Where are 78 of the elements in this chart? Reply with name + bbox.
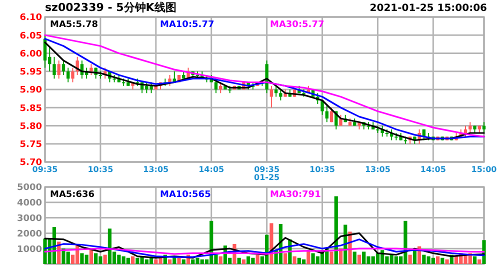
bar xyxy=(149,258,154,264)
candlestick xyxy=(168,74,172,86)
candlestick xyxy=(52,56,56,80)
bar xyxy=(256,254,260,264)
text: MA30:791 xyxy=(270,190,321,200)
line-series xyxy=(44,238,485,258)
candlestick xyxy=(71,67,74,83)
x-tick-label: 09:35 xyxy=(32,165,58,174)
bar xyxy=(472,256,477,264)
bar xyxy=(330,252,334,264)
bar xyxy=(131,256,135,264)
text: MA10:5.77 xyxy=(160,20,214,30)
y-tick-label: 5.95 xyxy=(20,68,42,78)
bar xyxy=(292,256,296,264)
bar xyxy=(436,256,440,264)
bar xyxy=(103,254,107,264)
candlestick xyxy=(464,125,468,138)
x-tick-label: 13:05 xyxy=(143,165,170,174)
bar xyxy=(440,258,444,264)
text: MA5:636 xyxy=(50,190,95,200)
x-tick-label: 13:05 xyxy=(364,165,391,174)
bar xyxy=(218,256,222,264)
y-tick-label: 6.00 xyxy=(20,49,42,60)
text: MA30:5.77 xyxy=(270,20,324,30)
bar xyxy=(357,254,362,264)
x-tick-label: 14:05 xyxy=(420,165,446,174)
bar xyxy=(412,250,416,264)
bar xyxy=(302,259,306,264)
bar xyxy=(126,258,130,264)
bar xyxy=(408,254,412,264)
bar xyxy=(182,259,186,264)
candlestick xyxy=(270,85,274,108)
y-tick-label: 5.75 xyxy=(20,140,42,150)
bar xyxy=(376,253,380,264)
y-tick-label: 5.90 xyxy=(20,86,42,96)
y-tick-label: 5.85 xyxy=(20,104,42,114)
bar xyxy=(168,259,172,264)
bar xyxy=(454,256,458,264)
candlestick xyxy=(274,85,278,98)
bar xyxy=(177,258,181,264)
x-tick-label: 15:00 xyxy=(471,165,498,174)
candlestick xyxy=(214,78,218,94)
bar xyxy=(242,259,246,264)
y-tick-label: 6.05 xyxy=(20,31,42,42)
candlestick xyxy=(320,100,324,116)
candlestick xyxy=(279,89,282,101)
bar xyxy=(334,196,338,264)
y-tick-label: 6.10 xyxy=(20,13,42,24)
candlestick xyxy=(330,107,334,123)
bar xyxy=(445,259,449,264)
y-tick-label: 3000 xyxy=(16,214,42,224)
candlestick xyxy=(325,104,328,123)
line-series xyxy=(44,232,485,259)
candlestick xyxy=(57,60,60,80)
y-tick-label: 5000 xyxy=(16,183,42,194)
candlestick xyxy=(90,64,93,76)
y-tick-label: 2000 xyxy=(16,229,42,240)
y-tick-label: 1000 xyxy=(16,244,42,255)
y-tick-label: 4000 xyxy=(16,198,42,209)
bar xyxy=(352,252,356,264)
x-tick-label: 10:35 xyxy=(88,165,114,174)
candlestick xyxy=(339,114,342,126)
bar xyxy=(478,259,482,264)
series-label: MA5:5.78 xyxy=(50,20,98,30)
chart-title: sz002339 - 5分钟K线图 xyxy=(45,1,176,14)
candlestick xyxy=(482,122,486,134)
bar xyxy=(246,256,250,264)
x-tick-label: 10:35 xyxy=(310,165,336,174)
bar xyxy=(283,253,288,264)
x-tick-label: 09:35 01-25 xyxy=(254,165,280,182)
y-tick-label: 5.80 xyxy=(20,122,42,132)
candlestick xyxy=(468,122,472,134)
candlestick xyxy=(62,60,66,76)
text: MA10:565 xyxy=(160,190,211,200)
x-tick-label: 14:05 xyxy=(198,165,225,174)
candlestick xyxy=(66,67,70,83)
chart-subtitle: 2021-01-25 15:00:06 xyxy=(370,3,488,14)
bar xyxy=(237,258,241,264)
